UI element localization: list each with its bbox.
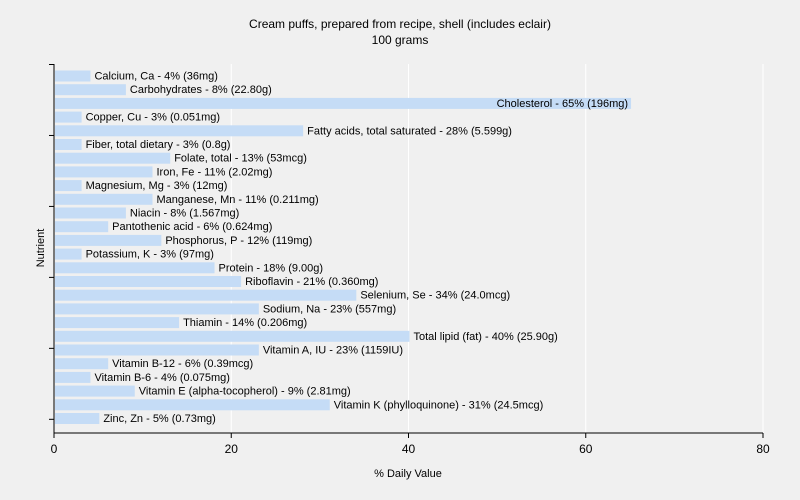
bar-label: Niacin - 8% (1.567mg) — [130, 208, 239, 220]
bar — [55, 97, 632, 109]
bar-label: Selenium, Se - 34% (24.0mcg) — [360, 290, 510, 302]
chart-subtitle: 100 grams — [371, 33, 429, 47]
bar — [55, 207, 126, 219]
bar — [55, 125, 304, 137]
bar-label: Manganese, Mn - 11% (0.211mg) — [156, 194, 318, 206]
bar — [55, 399, 330, 411]
bar — [55, 180, 82, 192]
bar-label: Protein - 18% (9.00g) — [219, 262, 324, 274]
bar-labels: Calcium, Ca - 4% (36mg)Carbohydrates - 8… — [86, 71, 628, 426]
bar-label: Calcium, Ca - 4% (36mg) — [94, 71, 217, 83]
chart-title: Cream puffs, prepared from recipe, shell… — [249, 17, 551, 31]
bar — [55, 358, 109, 370]
gridlines — [230, 64, 764, 433]
bar — [55, 166, 153, 178]
bar — [55, 152, 171, 164]
bar — [55, 193, 153, 205]
bar — [55, 276, 242, 287]
chart-title-block: Cream puffs, prepared from recipe, shell… — [0, 16, 800, 48]
bar — [55, 139, 82, 150]
bar-label: Vitamin E (alpha-tocopherol) - 9% (2.81m… — [139, 386, 351, 398]
bar-label: Iron, Fe - 11% (2.02mg) — [156, 166, 272, 178]
bar-label: Fatty acids, total saturated - 28% (5.59… — [307, 125, 512, 137]
bar — [55, 317, 180, 329]
x-tick-label: 0 — [51, 442, 58, 456]
x-tick-label: 40 — [402, 442, 416, 456]
bar-label: Pantothenic acid - 6% (0.624mg) — [112, 221, 272, 233]
bar-label: Folate, total - 13% (53mcg) — [174, 153, 307, 165]
bars — [55, 70, 632, 424]
bar — [55, 262, 215, 274]
bar-label: Thiamin - 14% (0.206mg) — [183, 317, 307, 329]
bar-label: Phosphorus, P - 12% (119mg) — [165, 235, 312, 247]
bar — [55, 111, 82, 123]
bar — [55, 234, 162, 246]
bar-label: Vitamin K (phylloquinone) - 31% (24.5mcg… — [334, 399, 544, 411]
bar-label: Carbohydrates - 8% (22.80g) — [130, 84, 272, 96]
bar-label: Cholesterol - 65% (196mg) — [497, 98, 628, 110]
bar — [55, 70, 91, 82]
bar — [55, 289, 357, 301]
x-tick-label: 20 — [225, 442, 239, 456]
bar — [55, 330, 410, 342]
x-tick-label: 60 — [579, 442, 593, 456]
bar — [55, 221, 109, 233]
bar — [55, 385, 135, 397]
axes: 0 20 40 60 80 — [49, 64, 770, 456]
bar-label: Fiber, total dietary - 3% (0.8g) — [86, 139, 231, 151]
bar — [55, 344, 259, 356]
bar — [55, 413, 100, 424]
bar-label: Copper, Cu - 3% (0.051mg) — [86, 112, 221, 124]
bar — [55, 248, 82, 260]
bar-label: Sodium, Na - 23% (557mg) — [263, 303, 396, 315]
x-tick-label: 80 — [756, 442, 770, 456]
bar — [55, 84, 126, 96]
bar — [55, 303, 259, 315]
x-axis-title: % Daily Value — [374, 468, 442, 480]
bar-label: Potassium, K - 3% (97mg) — [86, 249, 214, 261]
bar-label: Zinc, Zn - 5% (0.73mg) — [103, 413, 215, 425]
bar-label: Vitamin B-12 - 6% (0.39mcg) — [112, 358, 253, 370]
y-axis-title: Nutrient — [35, 229, 47, 268]
bar-label: Vitamin B-6 - 4% (0.075mg) — [94, 372, 230, 384]
bar-label: Magnesium, Mg - 3% (12mg) — [86, 180, 228, 192]
bar-label: Riboflavin - 21% (0.360mg) — [245, 276, 378, 288]
bar-label: Vitamin A, IU - 23% (1159IU) — [263, 345, 403, 357]
bar — [55, 371, 91, 383]
bar-label: Total lipid (fat) - 40% (25.90g) — [414, 331, 558, 343]
